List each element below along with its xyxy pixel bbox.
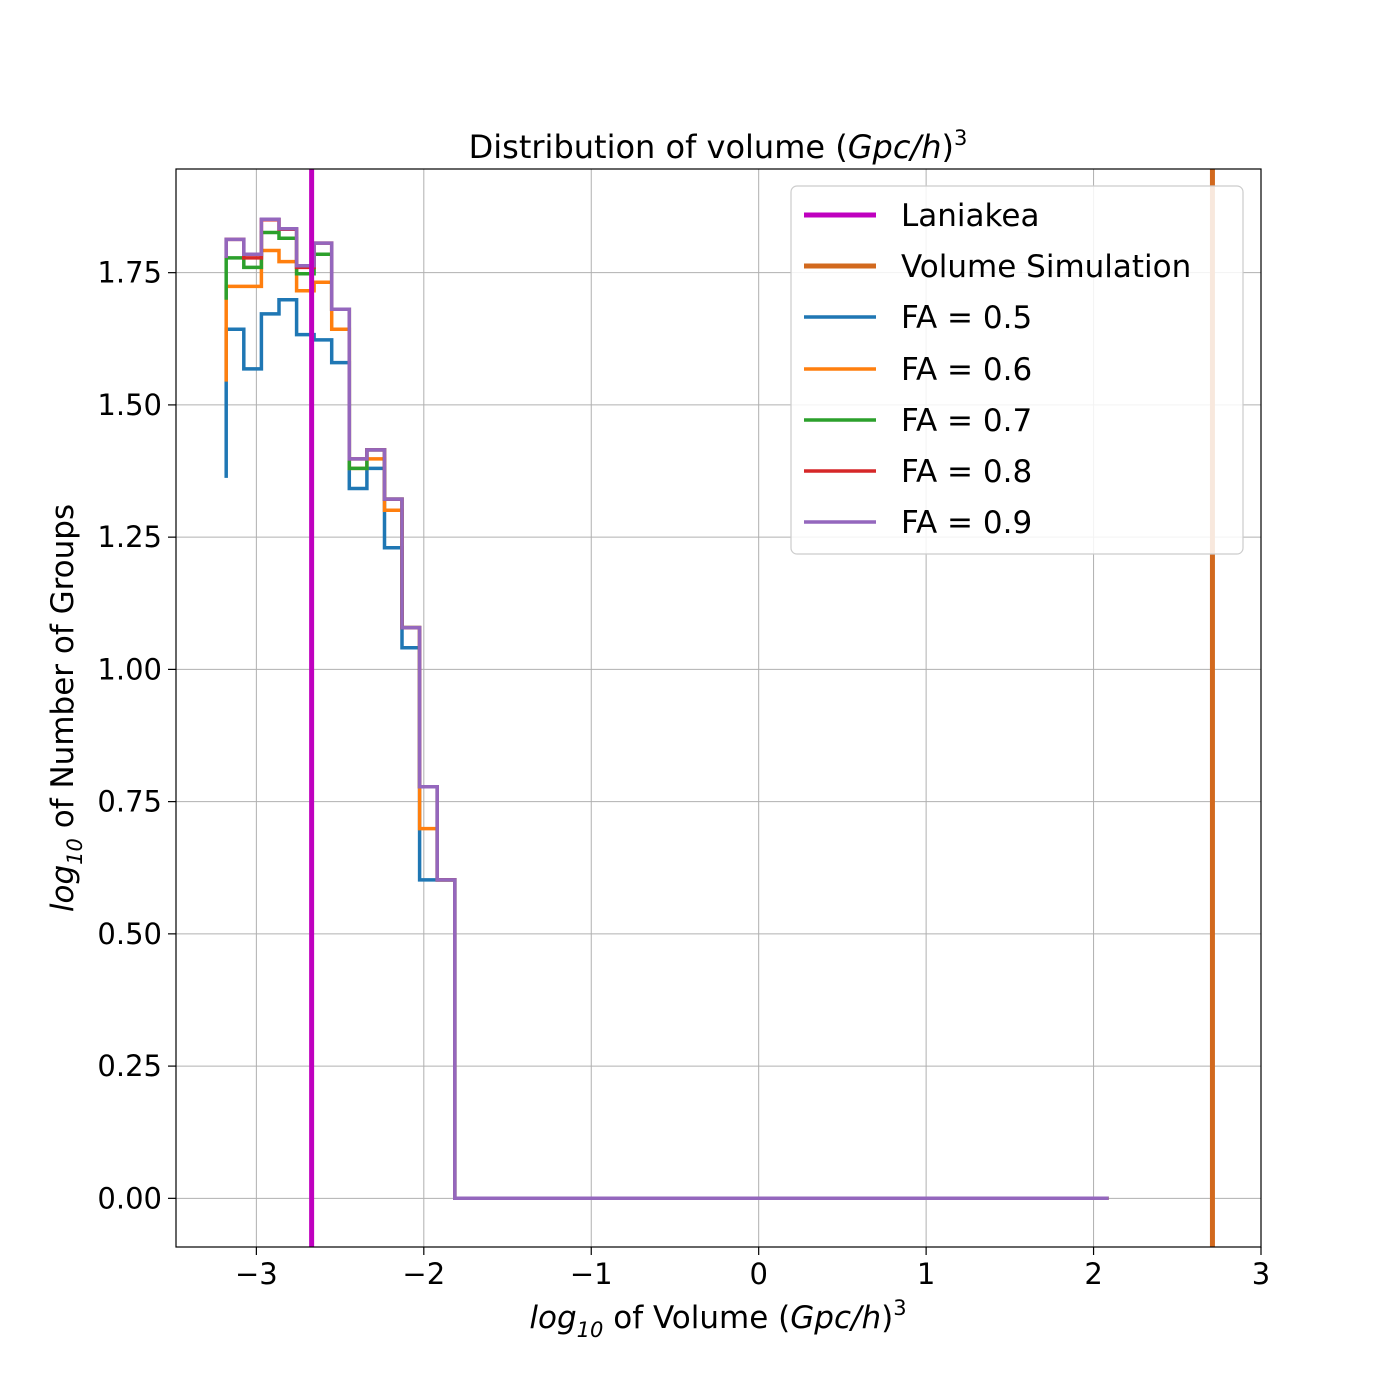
legend-label-fa-06: FA = 0.6 <box>901 352 1032 388</box>
x-tick-label: −1 <box>570 1257 613 1291</box>
y-tick-label: 1.00 <box>97 652 162 686</box>
y-tick-label: 0.75 <box>97 785 162 819</box>
legend-label-fa-09: FA = 0.9 <box>901 505 1032 541</box>
x-axis-title: log10 of Volume (Gpc/h)3 <box>529 1296 906 1342</box>
y-tick-label: 1.50 <box>97 388 162 422</box>
x-tick-label: 1 <box>917 1257 935 1291</box>
plot-frame <box>175 168 1262 1248</box>
legend-label-fa-08: FA = 0.8 <box>901 454 1032 490</box>
legend-label-volume-simulation: Volume Simulation <box>901 249 1191 285</box>
legend-label-fa-05: FA = 0.5 <box>901 300 1032 336</box>
x-tick-label: 0 <box>749 1257 767 1291</box>
y-tick-label: 0.50 <box>97 917 162 951</box>
x-tick-label: 2 <box>1084 1257 1102 1291</box>
legend-box <box>790 185 1244 555</box>
legend: Laniakea Volume Simulation FA = 0.5 FA =… <box>790 185 1244 555</box>
legend-label-fa-07: FA = 0.7 <box>901 403 1032 439</box>
y-tick-label: 1.75 <box>97 256 162 290</box>
y-tick-label: 1.25 <box>97 520 162 554</box>
y-tick-label: 0.00 <box>97 1181 162 1215</box>
y-axis-ticks: 0.00 0.25 0.50 0.75 1.00 1.25 1.50 1.75 <box>97 256 176 1215</box>
x-tick-label: 3 <box>1252 1257 1270 1291</box>
series-line-fa-0-9 <box>224 217 1109 1201</box>
y-tick-label: 0.25 <box>97 1049 162 1083</box>
x-tick-label: −2 <box>402 1257 445 1291</box>
legend-label-laniakea: Laniakea <box>901 198 1039 234</box>
data-series <box>224 217 1109 1201</box>
x-tick-label: −3 <box>235 1257 278 1291</box>
chart-title: Distribution of volume (Gpc/h)3 <box>469 126 968 166</box>
x-axis-ticks: −3 −2 −1 0 1 2 3 <box>235 1247 1270 1291</box>
y-axis-title: log10 of Number of Groups <box>45 504 87 912</box>
